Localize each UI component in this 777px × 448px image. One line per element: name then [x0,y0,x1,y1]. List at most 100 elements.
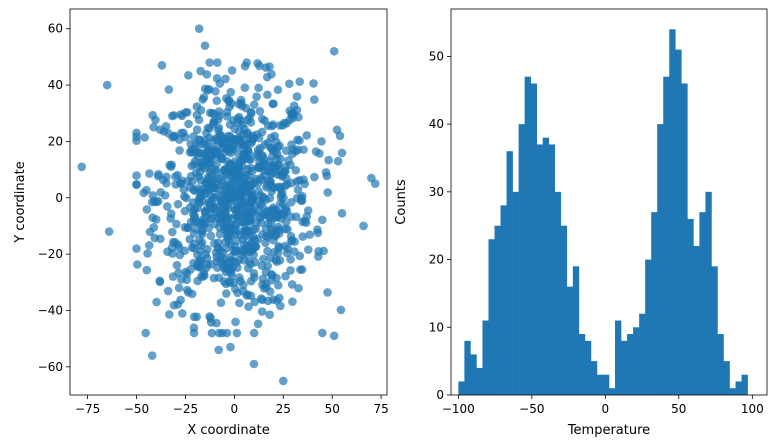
scatter-point [265,310,275,319]
scatter-point [249,134,258,143]
scatter-point [224,190,233,199]
histogram-bar [572,266,580,395]
histogram-y-tick-label: 30 [429,185,444,199]
scatter-point [292,177,302,186]
histogram-bar [669,29,676,395]
scatter-point [254,163,263,172]
scatter-point [281,146,291,155]
histogram-bar [548,144,556,395]
histogram-bar [675,49,682,395]
scatter-point [265,177,275,187]
scatter-point [162,202,172,211]
scatter-point [281,204,291,213]
scatter-point [259,254,268,264]
scatter-point [249,224,259,234]
scatter-point [246,163,256,173]
scatter-point [153,196,163,206]
scatter-point [222,93,231,103]
scatter-point [238,250,247,260]
scatter-point [248,196,257,205]
histogram-bar [729,388,736,395]
scatter-point [211,87,220,96]
histogram-y-tick-label: 10 [429,320,444,334]
scatter-point [187,161,196,171]
scatter-point [166,209,176,218]
scatter-point [310,172,319,182]
histogram-bar [657,124,664,396]
scatter-point [322,171,332,181]
scatter-point [315,149,324,158]
scatter-point [235,273,244,282]
scatter-point [175,146,184,155]
scatter-point [274,242,284,251]
scatter-point [157,61,167,70]
scatter-point [194,24,204,34]
scatter-point [214,328,224,338]
scatter-point [237,98,246,108]
scatter-point [286,255,295,264]
scatter-point [207,328,217,338]
scatter-point [273,213,282,222]
histogram-y-axis-label: Counts [394,179,409,225]
scatter-point [253,235,263,244]
histogram-bar [651,212,658,395]
scatter-point [184,119,193,129]
scatter-point [267,270,277,280]
histogram-bar [663,76,670,395]
scatter-point [155,276,165,286]
scatter-point [243,263,253,273]
scatter-point [215,229,225,239]
scatter-point [185,235,195,244]
scatter-point [148,110,157,120]
scatter-point [186,171,196,181]
scatter-point [244,302,253,312]
scatter-point [249,100,259,109]
scatter-point [225,253,235,262]
scatter-point [266,219,276,228]
scatter-point [305,230,315,239]
scatter-point [196,241,206,250]
scatter-point [200,220,209,229]
scatter-point [291,165,301,175]
scatter-point [225,137,235,147]
scatter-point [293,135,302,145]
histogram-bar [464,340,471,395]
scatter-point [142,185,151,195]
scatter-point [189,132,198,141]
histogram-bar [681,83,688,396]
scatter-point [167,111,177,121]
scatter-point [132,132,141,141]
scatter-point [206,231,216,241]
scatter-point [246,239,256,249]
scatter-point [259,284,269,293]
scatter-point [200,41,210,50]
histogram-bar [536,144,544,395]
scatter-point [160,191,170,200]
scatter-point [189,243,199,253]
scatter-point [189,328,199,338]
scatter-point [132,171,141,180]
scatter-point [303,245,313,254]
scatter-point [263,90,272,100]
scatter-point [279,118,289,128]
scatter-point [273,281,283,290]
scatter-point [227,66,237,75]
scatter-point [152,297,161,307]
scatter-point [219,148,229,157]
scatter-point [253,145,263,155]
scatter-point [212,133,221,143]
histogram-bar [542,137,550,395]
histogram-bar [518,124,525,396]
scatter-point [266,143,275,153]
scatter-point [244,256,254,266]
scatter-point [245,113,254,123]
histogram-x-axis-label: Temperature [567,423,650,438]
scatter-point [213,126,223,135]
histogram-bar [609,388,616,395]
scatter-point [198,229,207,239]
histogram-bar [488,239,495,395]
histogram-bar [470,354,477,395]
histogram-bar [596,374,604,395]
histogram-bars [458,29,748,396]
scatter-point [294,283,303,293]
